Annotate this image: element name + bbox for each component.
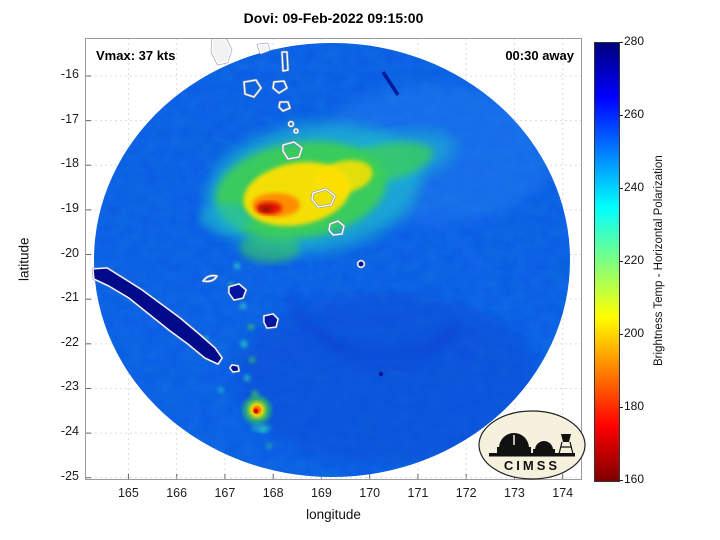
y-tick-label: -23	[60, 379, 79, 394]
small-dome-icon	[535, 441, 553, 450]
y-tick-label: -21	[60, 290, 79, 305]
x-tick-label: 174	[552, 486, 574, 500]
colorbar-tick-mark	[619, 41, 623, 43]
colorbar-tick-mark	[619, 333, 623, 335]
x-tick-label: 172	[455, 486, 477, 500]
chart-title: Dovi: 09-Feb-2022 09:15:00	[243, 10, 424, 26]
dark-streak	[381, 71, 400, 96]
colorbar	[594, 42, 620, 482]
y-tick-label: -22	[60, 334, 79, 349]
y-tick-label: -25	[60, 468, 79, 483]
spiral-band	[414, 213, 486, 316]
satellite-swath-map	[91, 38, 570, 477]
water-tower-icon	[561, 434, 571, 442]
annotation-vmax: Vmax: 37 kts	[96, 48, 176, 63]
colorbar-tick-label: 200	[624, 326, 645, 340]
cimss-logo: CIMSS	[478, 410, 586, 480]
colorbar-tick-mark	[619, 260, 623, 262]
spiral-band	[321, 321, 460, 372]
x-tick-label: 165	[117, 486, 139, 500]
y-tick-label: -18	[60, 156, 79, 171]
scan-disk	[94, 43, 570, 477]
y-tick-label: -20	[60, 245, 79, 260]
colorbar-tick-mark	[619, 406, 623, 408]
colorbar-tick-label: 240	[624, 180, 645, 194]
y-axis-label: latitude	[16, 237, 32, 281]
logo-baseline	[489, 453, 575, 457]
x-tick-label: 170	[359, 486, 381, 500]
x-tick-label: 173	[504, 486, 525, 500]
colorbar-tick-mark	[619, 187, 623, 189]
y-tick-label: -24	[60, 424, 79, 439]
y-tick-label: -19	[60, 200, 79, 215]
logo-text: CIMSS	[504, 458, 560, 473]
spiral-band	[284, 291, 460, 360]
small-building	[533, 449, 555, 453]
cold-convective-core	[199, 122, 456, 263]
x-tick-label: 167	[214, 486, 236, 500]
x-tick-label: 169	[310, 486, 332, 500]
colorbar-tick-label: 180	[624, 399, 645, 413]
matthew-island-dot	[378, 371, 384, 377]
observatory-building	[497, 447, 531, 453]
colorbar-tick-mark	[619, 114, 623, 116]
annotation-time-offset: 00:30 away	[505, 48, 574, 63]
y-tick-label: -16	[60, 66, 79, 81]
dark-blue-patch	[235, 293, 535, 463]
colorbar-tick-label: 220	[624, 253, 645, 267]
colorbar-tick-label: 260	[624, 107, 645, 121]
colorbar-tick-label: 280	[624, 34, 645, 48]
colorbar-tick-mark	[619, 479, 623, 481]
x-tick-label: 171	[407, 486, 429, 500]
x-tick-label: 168	[262, 486, 284, 500]
tower-legs	[558, 441, 574, 455]
y-tick-label: -17	[60, 111, 79, 126]
colorbar-tick-label: 160	[624, 472, 645, 486]
southern-convective-cell	[243, 396, 271, 432]
x-tick-label: 166	[166, 486, 188, 500]
x-axis-label: longitude	[306, 507, 361, 522]
